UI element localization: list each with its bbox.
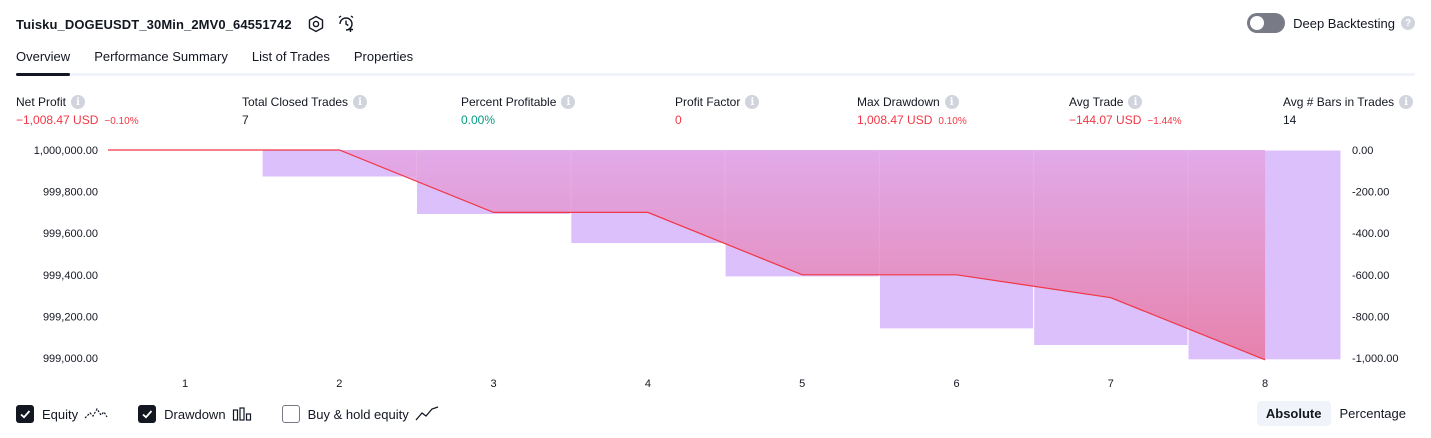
stat-subvalue: 0.10% [938, 116, 967, 127]
x-axis-tick-label: 7 [1108, 378, 1114, 390]
drawdown-label: Drawdown [164, 406, 226, 422]
equity-checkbox[interactable] [16, 405, 34, 423]
percentage-button[interactable]: Percentage [1339, 406, 1407, 421]
stat-value: 14 [1283, 113, 1297, 127]
info-icon[interactable]: i [745, 95, 760, 109]
stat-profit-factor: Profit Factor i 0 [675, 94, 760, 127]
right-axis-tick-label: 0.00 [1352, 145, 1373, 157]
x-axis-tick-label: 4 [645, 378, 651, 390]
legend-drawdown[interactable]: Drawdown [138, 405, 251, 423]
stat-label: Avg Trade [1069, 95, 1124, 109]
x-axis-tick-label: 1 [182, 378, 188, 390]
info-icon[interactable]: i [561, 95, 576, 109]
help-icon[interactable]: ? [1401, 16, 1415, 30]
stat-label: Profit Factor [675, 95, 741, 109]
right-axis-tick-label: -1,000.00 [1352, 353, 1398, 365]
stat-value: −1,008.47 USD [16, 113, 99, 127]
stat-value: 0 [675, 113, 682, 127]
stat-subvalue: −0.10% [104, 116, 139, 127]
left-axis-tick-label: 999,400.00 [43, 270, 98, 282]
stat-avg-bars: Avg # Bars in Trades i 14 [1283, 94, 1414, 127]
legend-equity[interactable]: Equity [16, 405, 108, 423]
equity-line [108, 149, 1266, 361]
add-alert-icon[interactable] [336, 14, 356, 34]
buy-hold-checkbox[interactable] [281, 405, 300, 423]
stat-avg-trade: Avg Trade i −144.07 USD −1.44% [1069, 94, 1182, 127]
tab-bar: Overview Performance Summary List of Tra… [16, 46, 437, 76]
tab-properties[interactable]: Properties [353, 49, 414, 64]
equity-line-icon [84, 406, 108, 422]
stat-value: 7 [242, 113, 249, 127]
tab-list-of-trades[interactable]: List of Trades [251, 49, 330, 64]
legend-buy-hold[interactable]: Buy & hold equity [281, 405, 439, 423]
left-axis-tick-label: 999,800.00 [43, 187, 98, 199]
info-icon[interactable]: i [1399, 95, 1414, 109]
tabs-divider [16, 73, 1415, 76]
left-axis-tick-label: 999,600.00 [43, 228, 98, 240]
tab-performance-summary[interactable]: Performance Summary [94, 49, 228, 64]
info-icon[interactable]: i [71, 95, 86, 109]
x-axis-tick-label: 2 [336, 378, 342, 390]
drawdown-checkbox[interactable] [138, 405, 157, 423]
stat-value: 0.00% [461, 113, 496, 127]
stat-max-drawdown: Max Drawdown i 1,008.47 USD 0.10% [857, 94, 967, 127]
info-icon[interactable]: i [353, 95, 368, 109]
x-axis-tick-label: 6 [953, 378, 959, 390]
equity-label: Equity [42, 406, 79, 422]
stat-value: −144.07 USD [1069, 113, 1142, 127]
x-axis-tick-label: 3 [491, 378, 497, 390]
absolute-button[interactable]: Absolute [1256, 401, 1331, 426]
deep-backtesting-label: Deep Backtesting [1293, 15, 1395, 31]
stat-percent-profitable: Percent Profitable i 0.00% [461, 94, 576, 127]
info-icon[interactable]: i [1128, 95, 1143, 109]
stat-net-profit: Net Profit i −1,008.47 USD −0.10% [16, 94, 139, 127]
settings-gear-icon[interactable] [306, 14, 326, 34]
stat-value: 1,008.47 USD [857, 113, 933, 127]
stat-label: Percent Profitable [461, 95, 557, 109]
buy-hold-label: Buy & hold equity [307, 406, 409, 422]
deep-backtesting-toggle[interactable] [1247, 13, 1286, 33]
right-axis-tick-label: -400.00 [1352, 228, 1389, 240]
stat-label: Net Profit [16, 95, 67, 109]
stat-label: Total Closed Trades [242, 95, 349, 109]
right-axis-tick-label: -800.00 [1352, 311, 1389, 323]
deep-backtesting: Deep Backtesting ? [1247, 13, 1415, 33]
buy-hold-line-icon [415, 406, 439, 422]
left-axis-tick-label: 999,000.00 [43, 353, 98, 365]
strategy-title: Tuisku_DOGEUSDT_30Min_2MV0_64551742 [16, 16, 292, 32]
equity-drawdown-chart[interactable]: 1,000,000.00 999,800.00 999,600.00 999,400.… [0, 138, 1431, 398]
x-axis-tick-label: 5 [799, 378, 805, 390]
drawdown-bars-icon [232, 406, 252, 422]
left-axis-tick-label: 1,000,000.00 [34, 145, 98, 157]
strategy-header: Tuisku_DOGEUSDT_30Min_2MV0_64551742 [16, 12, 356, 36]
chart-legend: Equity Drawdown Buy & hold equity [16, 403, 469, 425]
info-icon[interactable]: i [944, 95, 959, 109]
right-axis-tick-label: -600.00 [1352, 270, 1389, 282]
left-axis-tick-label: 999,200.00 [43, 311, 98, 323]
tab-overview[interactable]: Overview [16, 46, 71, 76]
stat-total-closed-trades: Total Closed Trades i 7 [242, 94, 368, 127]
stat-label: Max Drawdown [857, 95, 940, 109]
stat-label: Avg # Bars in Trades [1283, 95, 1395, 109]
scale-mode-switch: Absolute Percentage [1256, 401, 1415, 426]
stat-subvalue: −1.44% [1147, 116, 1182, 127]
x-axis-tick-label: 8 [1262, 378, 1268, 390]
equity-area [185, 150, 1266, 360]
right-axis-tick-label: -200.00 [1352, 187, 1389, 199]
